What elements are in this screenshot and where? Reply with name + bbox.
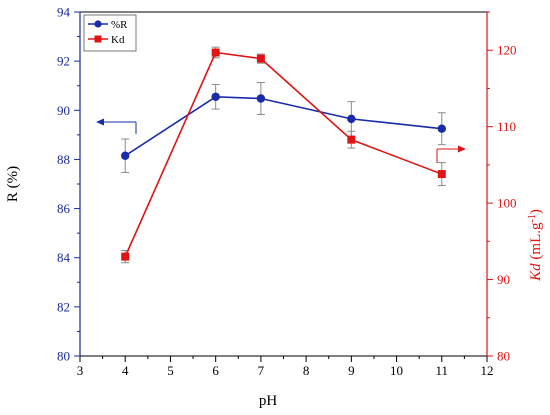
right-tick-label: 80 [497, 349, 510, 364]
x-tick-label: 6 [212, 363, 219, 378]
data-point [211, 92, 220, 101]
left-tick-label: 80 [57, 349, 70, 364]
data-point [347, 114, 356, 124]
legend: %R Kd [83, 14, 137, 52]
x-tick-label: 3 [77, 363, 84, 378]
legend-marker [94, 20, 102, 28]
series-kd [121, 46, 446, 264]
legend-label: Kd [111, 34, 125, 46]
left-tick-label: 82 [57, 299, 70, 314]
legend-label: %R [111, 19, 128, 31]
x-tick-label: 8 [303, 363, 310, 378]
data-point [437, 124, 446, 133]
right-tick-label: 120 [497, 43, 517, 58]
left-tick-label: 84 [57, 250, 71, 265]
axis-labels: pH R (%) Kd (mL.g-1) [5, 166, 544, 409]
left-tick-label: 94 [57, 5, 71, 20]
data-point [121, 252, 130, 261]
series-line [124, 51, 443, 257]
annotations [96, 118, 466, 163]
legend-box [83, 14, 137, 52]
right-axis-label-italic: Kd [528, 263, 544, 282]
legend-marker [94, 35, 102, 43]
left-tick-label: 86 [57, 201, 71, 216]
left-tick-label: 92 [57, 54, 70, 69]
x-tick-label: 12 [481, 363, 494, 378]
series-line [124, 95, 442, 157]
annotation-arrow-head-right [458, 145, 466, 153]
left-axis-label: R (%) [5, 166, 21, 202]
right-axis-label-sup: -1 [527, 214, 538, 222]
x-tick-label: 11 [436, 363, 449, 378]
right-axis-label-unit: (mL.g [528, 222, 544, 263]
series-r [121, 82, 446, 173]
left-tick-label: 88 [57, 152, 70, 167]
x-tick-label: 4 [122, 363, 129, 378]
left-tick-label: 90 [57, 103, 70, 118]
right-tick-label: 90 [497, 272, 510, 287]
data-point [256, 54, 265, 63]
right-tick-label: 110 [497, 119, 516, 134]
series-layer [121, 46, 446, 264]
x-tick-label: 9 [348, 363, 355, 378]
data-point [211, 48, 220, 57]
data-point [437, 170, 446, 179]
right-axis-label-close: ) [528, 209, 544, 214]
x-tick-label: 5 [167, 363, 174, 378]
data-point [121, 151, 130, 160]
x-tick-label: 7 [258, 363, 265, 378]
right-axis-label: Kd (mL.g-1) [527, 209, 545, 282]
x-axis-label: pH [259, 393, 278, 409]
data-point [347, 135, 356, 144]
ticks: 3 4 5 6 7 8 9 10 11 12808284868890929480901001101… [57, 5, 517, 379]
data-point [256, 94, 266, 103]
annotation-arrow-head-left [96, 118, 104, 126]
x-tick-label: 10 [390, 363, 403, 378]
right-tick-label: 100 [497, 196, 517, 211]
axes [79, 11, 488, 357]
